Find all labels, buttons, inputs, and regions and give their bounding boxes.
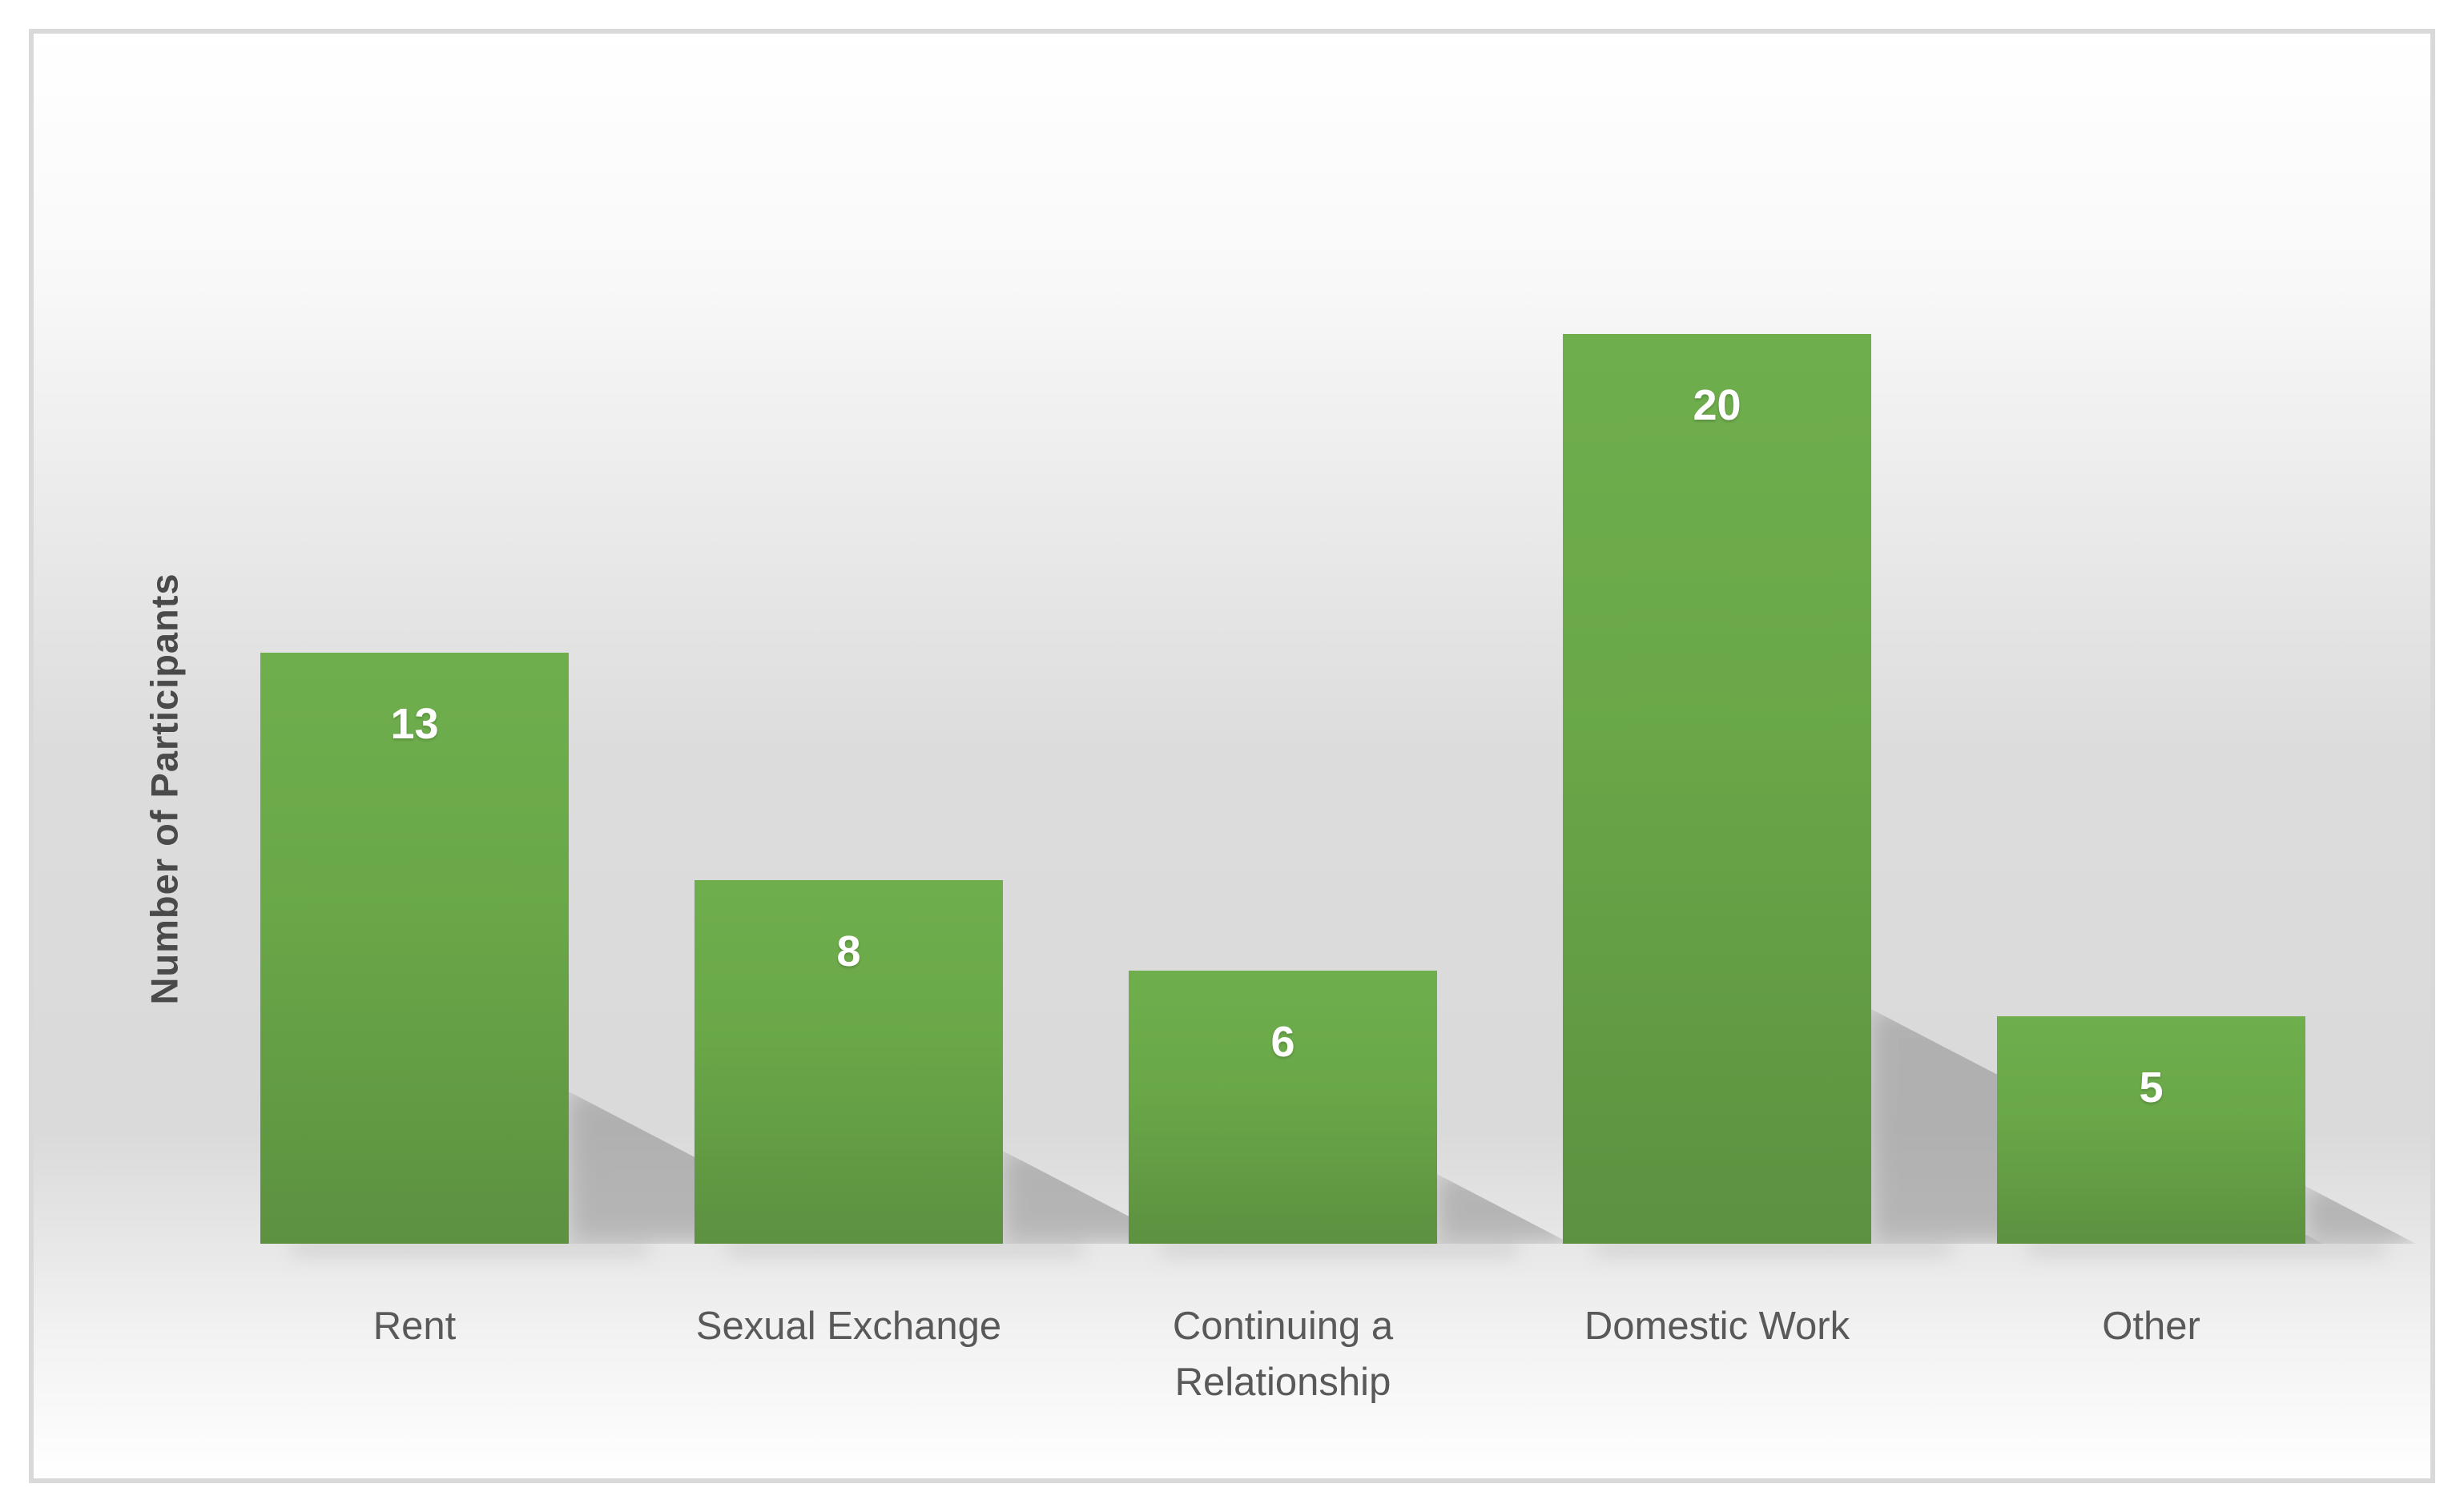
bar-value-label: 5 [2139,1064,2164,1112]
bar-value-label: 8 [836,927,861,975]
bar-value-label: 20 [1693,381,1741,429]
category-label-continuing-a-relationship: Continuing a Relationship [1172,1305,1394,1404]
bar-other: 5 [1997,1016,2305,1244]
category-label-domestic-work: Domestic Work [1584,1305,1850,1348]
bar-value-label: 6 [1270,1018,1295,1066]
bar-ground-shadow [727,1242,1083,1255]
plot-area: Number of Participants 13 Rent 8 Sexual Exc… [34,34,2430,1478]
chart-border: Number of Participants 13 Rent 8 Sexual Exc… [29,29,2435,1483]
bar-ground-shadow [1595,1242,1951,1255]
bar-sexual-exchange: 8 [695,880,1003,1244]
bar-domestic-work: 20 [1563,334,1871,1244]
y-axis-title: Number of Participants [143,573,186,1005]
bar-ground-shadow [2029,1242,2385,1255]
bar-shadow [2302,1184,2416,1244]
category-label-rent: Rent [372,1305,457,1348]
category-label-sexual-exchange: Sexual Exchange [695,1305,1002,1348]
bar-ground-shadow [1161,1242,1517,1255]
bar-rent: 13 [260,653,569,1244]
bar-shadow [1434,1172,1571,1244]
bar-continuing-a-relationship: 6 [1129,971,1437,1244]
bar-ground-shadow [292,1242,649,1255]
category-label-other: Other [2102,1305,2200,1348]
bar-value-label: 13 [390,700,439,748]
